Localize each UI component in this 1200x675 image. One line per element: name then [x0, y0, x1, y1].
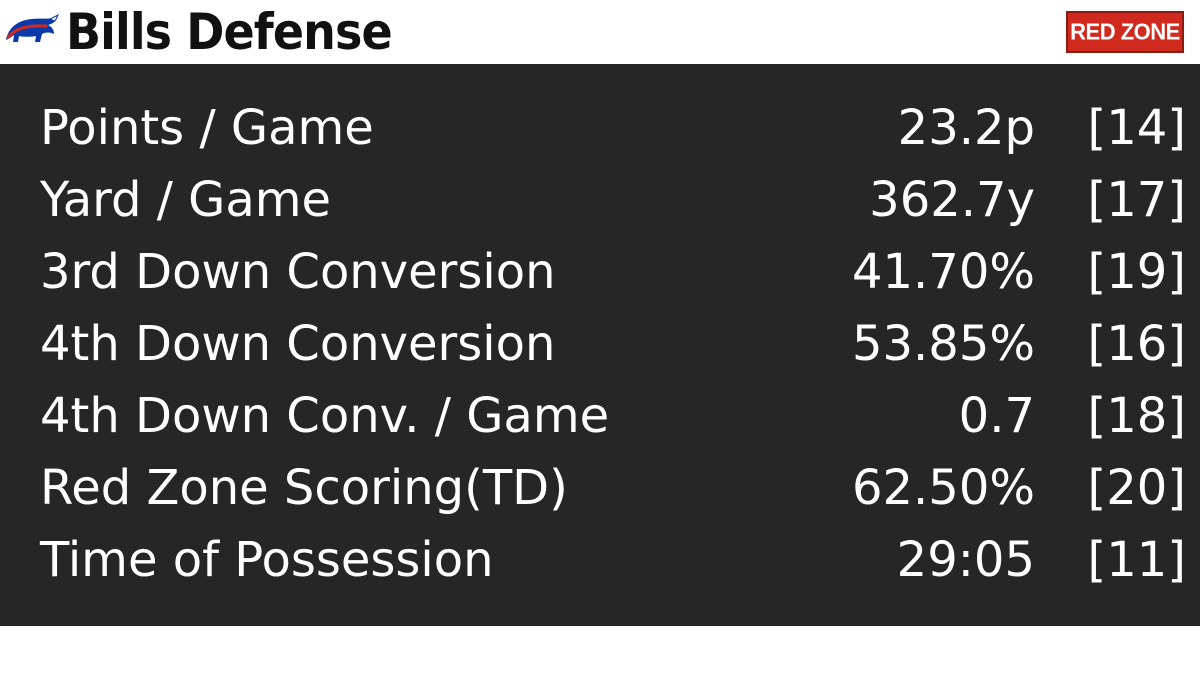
stats-panel: Points / Game 23.2p [14] Yard / Game 362…	[0, 64, 1200, 626]
stat-label: 3rd Down Conversion	[40, 244, 556, 300]
stat-label: Time of Possession	[40, 532, 494, 588]
stat-row-time-of-possession: Time of Possession 29:05 [11]	[0, 524, 1200, 596]
stat-value: 41.70%	[851, 244, 1035, 300]
stat-rank: [16]	[1087, 316, 1186, 372]
stat-row-yards-per-game: Yard / Game 362.7y [17]	[0, 164, 1200, 236]
stat-label: Points / Game	[40, 100, 374, 156]
stat-rank: [14]	[1087, 100, 1186, 156]
stat-row-red-zone-scoring: Red Zone Scoring(TD) 62.50% [20]	[0, 452, 1200, 524]
stat-label: Yard / Game	[40, 172, 332, 228]
stat-value: 362.7y	[869, 172, 1035, 228]
stat-label: 4th Down Conversion	[40, 316, 556, 372]
stat-row-fourth-down-conversion: 4th Down Conversion 53.85% [16]	[0, 308, 1200, 380]
stat-value: 23.2p	[897, 100, 1035, 156]
bills-buffalo-logo-icon	[6, 13, 60, 42]
stat-rank: [19]	[1087, 244, 1186, 300]
stat-value: 0.7	[958, 388, 1035, 444]
stat-rank: [11]	[1087, 532, 1186, 588]
header: Bills Defense RED ZONE	[0, 0, 1200, 64]
stat-row-third-down-conversion: 3rd Down Conversion 41.70% [19]	[0, 236, 1200, 308]
stat-rank: [18]	[1087, 388, 1186, 444]
stat-value: 53.85%	[851, 316, 1035, 372]
stat-rank: [20]	[1087, 460, 1186, 516]
stat-value: 62.50%	[851, 460, 1035, 516]
stat-label: Red Zone Scoring(TD)	[40, 460, 568, 516]
stat-row-fourth-down-conv-per-game: 4th Down Conv. / Game 0.7 [18]	[0, 380, 1200, 452]
stat-label: 4th Down Conv. / Game	[40, 388, 610, 444]
stat-row-points-per-game: Points / Game 23.2p [14]	[0, 92, 1200, 164]
stat-value: 29:05	[896, 532, 1035, 588]
page-title: Bills Defense	[66, 3, 393, 61]
stat-rank: [17]	[1087, 172, 1186, 228]
red-zone-badge: RED ZONE	[1066, 11, 1184, 53]
